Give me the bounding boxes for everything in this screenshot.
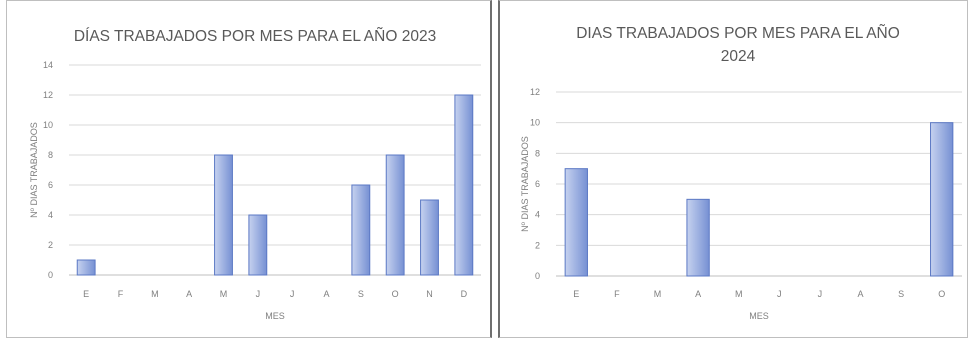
bar-m-4 <box>214 154 233 276</box>
x-tick-label: O <box>392 289 399 299</box>
bar-d-11 <box>454 94 474 276</box>
chart-title-line-0: DIAS TRABAJADOS POR MES PARA EL AÑO <box>576 25 900 42</box>
y-tick-label: 6 <box>48 180 53 190</box>
y-tick-label: 2 <box>48 240 53 250</box>
x-tick-label: J <box>818 289 823 299</box>
x-tick-label: O <box>938 289 945 299</box>
y-tick-label: 14 <box>43 60 53 70</box>
bar-s-8 <box>351 184 371 276</box>
y-tick-label: 8 <box>48 150 53 160</box>
x-tick-label: M <box>735 289 743 299</box>
y-tick-label: 6 <box>535 179 540 189</box>
x-tick-label: M <box>151 289 159 299</box>
chart-2024-panel: DIAS TRABAJADOS POR MES PARA EL AÑO 2024 … <box>498 0 968 338</box>
x-tick-label: S <box>898 289 904 299</box>
x-tick-label: A <box>695 289 701 299</box>
x-tick-label: A <box>323 289 329 299</box>
y-tick-label: 10 <box>43 120 53 130</box>
y-tick-label: 2 <box>535 240 540 250</box>
x-tick-label: S <box>358 289 364 299</box>
x-axis-label: MES <box>265 311 285 321</box>
chart-title-line-0: DÍAS TRABAJADOS POR MES PARA EL AÑO 2023 <box>74 28 436 45</box>
x-tick-label: J <box>290 289 295 299</box>
chart-2024: DIAS TRABAJADOS POR MES PARA EL AÑO2024 … <box>520 25 962 321</box>
chart-2023: DÍAS TRABAJADOS POR MES PARA EL AÑO 2023… <box>29 28 481 321</box>
y-axis-label: Nº DIAS TRABAJADOS <box>520 136 530 232</box>
bar-e-0 <box>564 168 588 277</box>
x-tick-label: N <box>426 289 433 299</box>
bar-o-9 <box>930 122 954 277</box>
y-tick-label: 0 <box>535 271 540 281</box>
y-axis-label: Nº DIAS TRABAJADOS <box>29 122 39 218</box>
x-tick-label: E <box>573 289 579 299</box>
x-tick-label: J <box>777 289 782 299</box>
x-tick-label: A <box>857 289 863 299</box>
x-tick-label: M <box>654 289 662 299</box>
chart-2023-panel: DÍAS TRABAJADOS POR MES PARA EL AÑO 2023… <box>6 0 492 338</box>
x-tick-label: A <box>186 289 192 299</box>
y-tick-label: 12 <box>530 87 540 97</box>
x-tick-label: D <box>461 289 468 299</box>
bar-e-0 <box>76 259 96 276</box>
x-tick-label: F <box>118 289 124 299</box>
y-tick-label: 0 <box>48 270 53 280</box>
chart-title-line-1: 2024 <box>721 48 756 65</box>
y-tick-label: 10 <box>530 118 540 128</box>
x-tick-label: M <box>220 289 228 299</box>
bar-a-3 <box>686 198 710 277</box>
y-tick-label: 8 <box>535 148 540 158</box>
bar-j-5 <box>248 214 268 276</box>
y-tick-label: 12 <box>43 90 53 100</box>
y-tick-label: 4 <box>535 210 540 220</box>
x-axis-label: MES <box>749 311 769 321</box>
bar-n-10 <box>420 199 439 276</box>
x-tick-label: J <box>256 289 260 299</box>
bar-o-9 <box>385 154 405 276</box>
y-tick-label: 4 <box>48 210 53 220</box>
x-tick-label: E <box>83 289 89 299</box>
x-tick-label: F <box>614 289 620 299</box>
